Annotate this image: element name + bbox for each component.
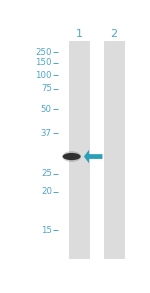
Text: 15: 15 [41,226,52,235]
Text: 20: 20 [41,188,52,197]
Text: 25: 25 [41,169,52,178]
Ellipse shape [63,153,81,160]
FancyArrow shape [84,150,102,163]
Text: 250: 250 [35,47,52,57]
Text: 150: 150 [35,58,52,67]
Bar [69,41,90,258]
Bar [104,41,124,258]
Text: 100: 100 [35,71,52,80]
Text: 37: 37 [41,129,52,138]
Text: 75: 75 [41,84,52,93]
Text: 50: 50 [41,105,52,114]
Text: 2: 2 [111,28,118,39]
Ellipse shape [62,151,81,162]
Text: 1: 1 [76,28,83,39]
